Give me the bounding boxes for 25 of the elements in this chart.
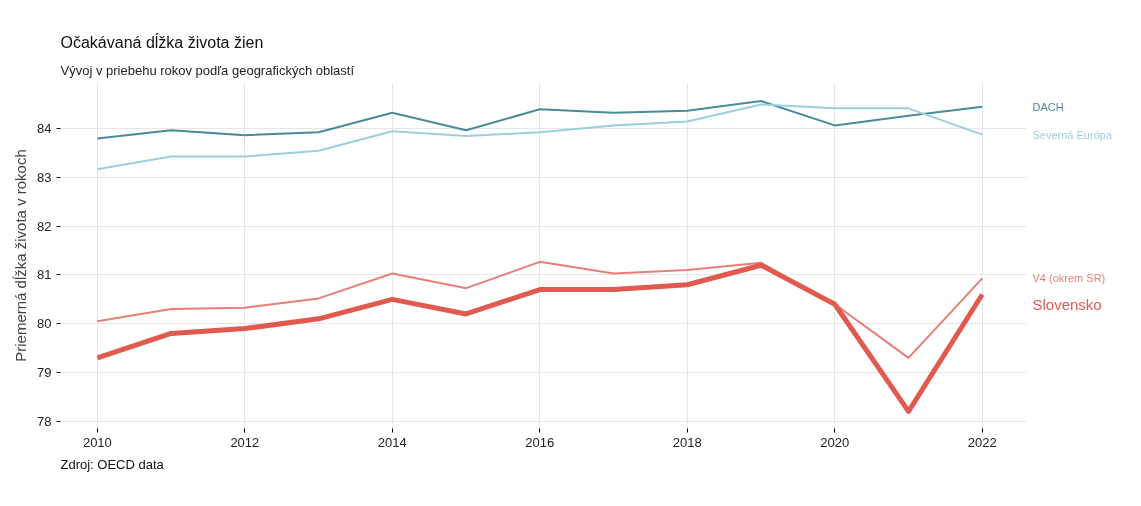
text: Zdroj: OECD data [60,456,165,472]
x-tick-label: 2012 [230,434,260,450]
y-tick-label: 84 [37,121,52,137]
chart-subtitle: Vývoj v priebehu rokov podľa geografických oblastí [60,62,355,78]
line-series [96,260,984,359]
x-tick-label: 2016 [525,434,555,450]
x-tick-label: 2010 [82,434,112,450]
text: Severná Európa [1032,128,1113,141]
x-tick-label: 2022 [967,434,997,450]
x-tick-label: 2018 [672,434,702,450]
y-axis-title: Priemerná dĺžka života v rokoch [12,149,30,362]
x-tick-label: 2020 [820,434,850,450]
line-series [96,103,984,171]
text: V4 (okrem SR) [1032,272,1106,285]
y-tick-label: 79 [37,364,52,380]
text: DACH [1032,100,1064,113]
y-tick-label: 78 [37,413,52,429]
chart-title: Očakávaná dĺžka života žien [60,32,264,51]
y-tick-label: 81 [37,267,52,283]
y-tick-label: 82 [37,218,52,234]
x-tick-label: 2014 [377,434,407,450]
y-tick-label: 80 [37,316,52,332]
line-series [96,100,984,140]
y-tick-label: 83 [37,170,52,186]
text: Slovensko [1032,296,1102,314]
